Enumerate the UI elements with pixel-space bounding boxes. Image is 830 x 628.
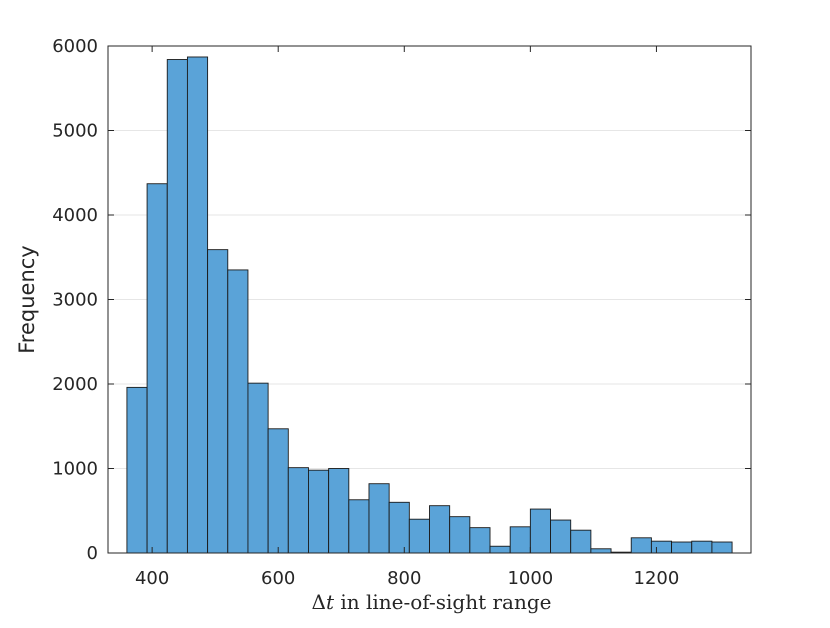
y-tick-labels: 0 1000 2000 3000 4000 5000 6000 bbox=[52, 36, 98, 564]
x-tick-label: 400 bbox=[135, 568, 169, 589]
histogram-bar bbox=[509, 526, 531, 554]
histogram-bar bbox=[267, 428, 289, 554]
histogram-bar bbox=[328, 468, 350, 554]
y-axis-label: Frequency bbox=[15, 245, 39, 354]
x-axis-label-text: in line-of-sight range bbox=[334, 590, 552, 614]
x-axis-label-delta: Δ bbox=[312, 590, 326, 614]
histogram-bar bbox=[529, 508, 551, 554]
histogram-bar bbox=[429, 505, 451, 554]
y-tick-label: 3000 bbox=[52, 290, 98, 311]
histogram-bar bbox=[126, 386, 148, 554]
x-axis-label: Δt in line-of-sight range bbox=[312, 590, 552, 614]
y-tick-label: 2000 bbox=[52, 374, 98, 395]
histogram-bar bbox=[388, 501, 410, 554]
y-tick-label: 5000 bbox=[52, 121, 98, 142]
x-tick-label: 1200 bbox=[634, 568, 680, 589]
histogram-bar bbox=[550, 519, 572, 554]
histogram-bar bbox=[691, 540, 713, 554]
histogram-bars bbox=[126, 56, 733, 554]
histogram-bar bbox=[146, 183, 168, 554]
histogram-bar bbox=[570, 529, 592, 554]
histogram-bar bbox=[671, 541, 693, 554]
histogram-bar bbox=[166, 59, 188, 554]
histogram-bar bbox=[590, 548, 612, 554]
histogram-bar bbox=[207, 249, 229, 554]
histogram-bar bbox=[449, 516, 471, 554]
histogram-bar bbox=[408, 518, 430, 554]
histogram-bar bbox=[368, 483, 390, 554]
histogram-bar bbox=[227, 269, 249, 554]
histogram-bar bbox=[711, 541, 733, 554]
x-tick-label: 600 bbox=[261, 568, 295, 589]
y-tick-label: 0 bbox=[87, 543, 98, 564]
x-tick-label: 800 bbox=[387, 568, 421, 589]
histogram-bar bbox=[287, 467, 309, 554]
x-axis-label-variable: t bbox=[326, 590, 335, 614]
histogram-bar bbox=[630, 537, 652, 554]
y-tick-label: 4000 bbox=[52, 205, 98, 226]
y-tick-label: 1000 bbox=[52, 459, 98, 480]
histogram-bar bbox=[469, 527, 491, 554]
x-tick-labels: 400 600 800 1000 1200 bbox=[135, 568, 679, 589]
x-tick-label: 1000 bbox=[507, 568, 553, 589]
histogram-bar bbox=[489, 545, 511, 554]
histogram-bar bbox=[348, 499, 370, 554]
histogram-bar bbox=[308, 469, 330, 554]
histogram-bar bbox=[186, 56, 209, 554]
histogram-bar bbox=[650, 540, 673, 554]
y-tick-label: 6000 bbox=[52, 36, 98, 57]
histogram-bar bbox=[247, 382, 269, 554]
axis-ticks bbox=[108, 45, 751, 554]
